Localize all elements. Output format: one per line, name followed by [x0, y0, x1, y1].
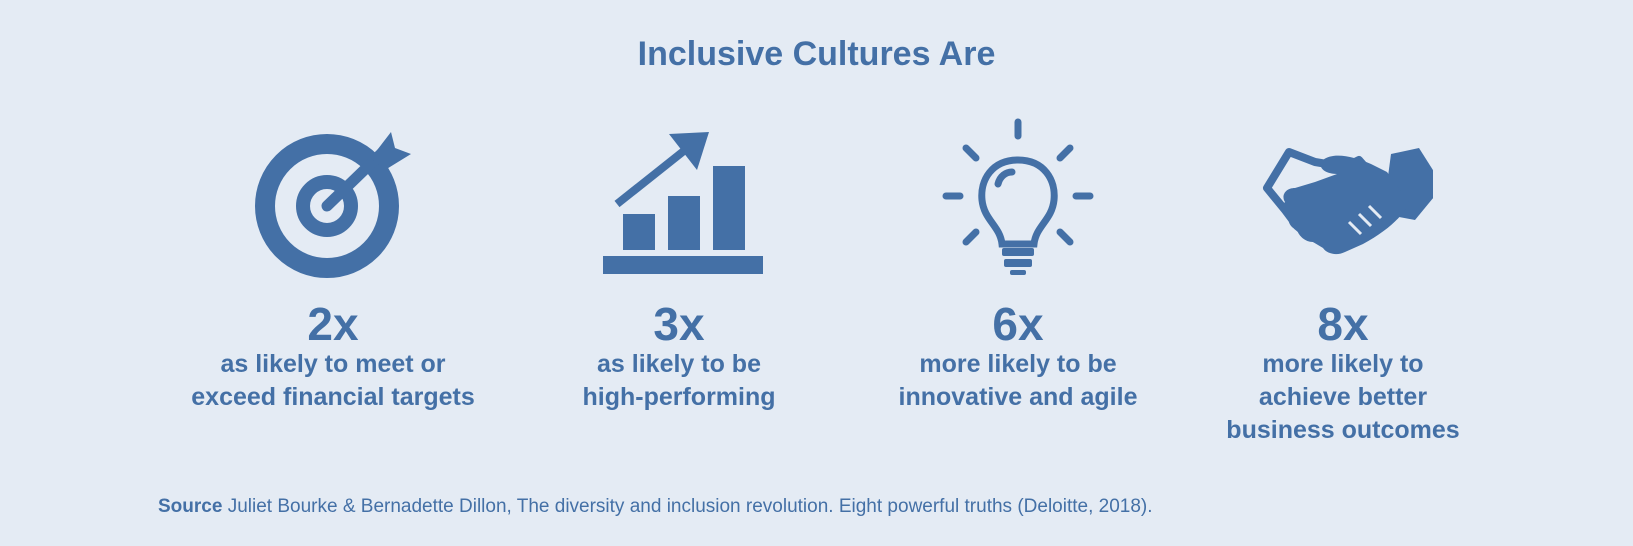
stat-description: as likely to meet or exceed financial ta… — [191, 350, 475, 411]
stat-financial-targets: 2x as likely to meet or exceed financial… — [163, 118, 503, 414]
stat-innovative: 6x more likely to be innovative and agil… — [848, 118, 1188, 414]
source-citation: Source Juliet Bourke & Bernadette Dillon… — [158, 494, 1153, 520]
stat-description: more likely to be innovative and agile — [898, 350, 1138, 411]
target-icon — [255, 132, 411, 278]
stat-description: as likely to be high-performing — [582, 350, 776, 411]
handshake-icon — [1263, 148, 1433, 255]
stat-description: more likely to achieve better business o… — [1226, 350, 1460, 444]
source-text: Juliet Bourke & Bernadette Dillon, The d… — [222, 496, 1153, 517]
stat-multiplier: 2x — [307, 298, 359, 350]
stat-multiplier: 3x — [653, 298, 705, 350]
stat-multiplier: 8x — [1317, 298, 1369, 350]
source-label: Source — [158, 496, 223, 517]
stat-high-performing: 3x as likely to be high-performing — [509, 118, 849, 414]
lightbulb-icon — [942, 118, 1094, 275]
page-title: Inclusive Cultures Are — [637, 35, 996, 73]
growth-chart-icon — [603, 132, 763, 274]
stat-business-outcomes: 8x more likely to achieve better busines… — [1173, 118, 1513, 447]
stat-multiplier: 6x — [992, 298, 1044, 350]
